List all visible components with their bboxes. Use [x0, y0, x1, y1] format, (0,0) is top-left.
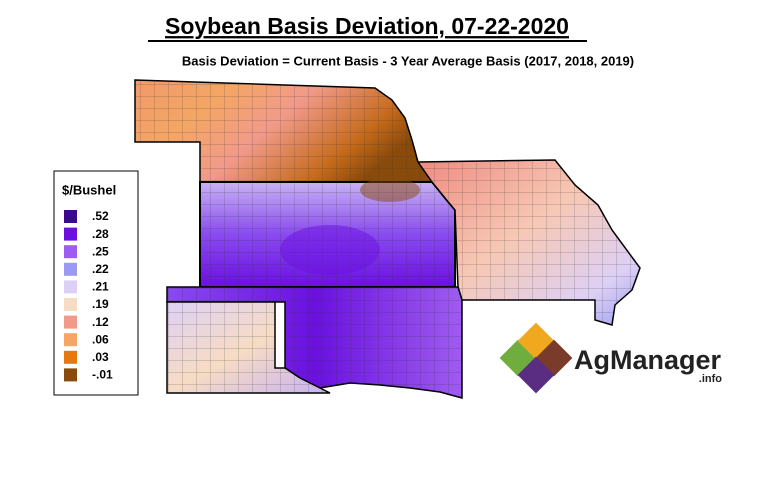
legend-swatch [64, 262, 77, 276]
legend-label: .22 [92, 262, 109, 276]
legend-label: .25 [92, 244, 109, 258]
legend-label: .28 [92, 227, 109, 241]
legend-swatch [64, 210, 77, 223]
legend-swatch [64, 368, 77, 382]
legend-label: .52 [92, 209, 109, 223]
legend-swatch [64, 227, 77, 241]
subtitle: Basis Deviation = Current Basis - 3 Year… [182, 53, 634, 68]
legend-label: .03 [92, 350, 109, 364]
legend-swatch [64, 245, 77, 259]
legend-label: .12 [92, 315, 109, 329]
legend-swatch [64, 350, 77, 364]
hotspot [360, 178, 420, 202]
legend-title: $/Bushel [62, 182, 116, 197]
title: Soybean Basis Deviation, 07-22-2020 [165, 13, 569, 39]
legend-swatch [64, 333, 77, 347]
legend-swatch [64, 315, 77, 329]
logo-suffix: .info [699, 373, 722, 385]
logo-name: AgManager [574, 345, 722, 375]
legend-label: .19 [92, 297, 109, 311]
logo: AgManager .info [499, 322, 722, 394]
legend-swatch [64, 298, 77, 311]
logo-tile [517, 356, 555, 394]
map [134, 79, 641, 399]
legend: $/Bushel .52 .28 .25 .22 .21 .19 .12 .06 .03 -.01 [53, 170, 139, 396]
hotspot [280, 225, 380, 275]
legend-label: -.01 [92, 368, 113, 382]
legend-swatch [64, 280, 77, 294]
legend-label: .06 [92, 332, 109, 346]
legend-label: .21 [92, 280, 109, 294]
